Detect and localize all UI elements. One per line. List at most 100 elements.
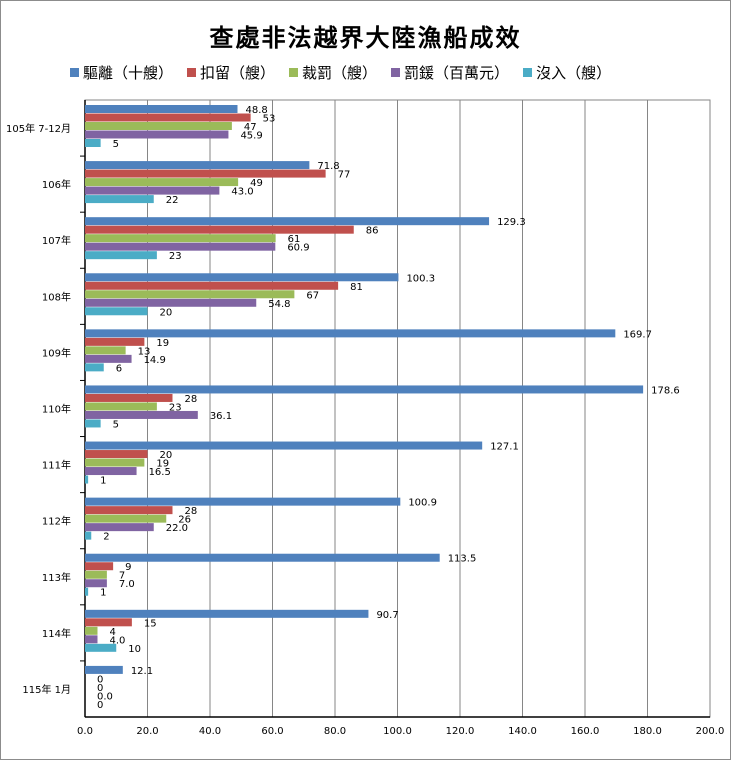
data-label: 0 (97, 683, 103, 694)
bar (85, 354, 132, 363)
data-label: 53 (263, 114, 276, 125)
data-label: 36.1 (210, 411, 232, 422)
data-label: 20 (160, 307, 173, 318)
x-tick-label: 80.0 (324, 726, 346, 737)
data-label: 2 (103, 532, 109, 543)
data-label: 47 (244, 122, 257, 133)
bar (85, 161, 310, 170)
bar (85, 441, 483, 450)
bar (85, 105, 238, 113)
bar (85, 178, 239, 187)
bar (85, 531, 92, 540)
data-label: 9 (125, 562, 131, 573)
data-label: 48.8 (246, 105, 268, 116)
bar (85, 363, 104, 372)
legend-item: 驅離（十艘） (70, 62, 173, 83)
legend-swatch (523, 68, 533, 77)
bar (85, 514, 167, 523)
category-label: 115年 1月 (22, 683, 71, 696)
bar (85, 467, 137, 476)
bar (85, 290, 295, 299)
data-label: 86 (366, 226, 379, 237)
chart-title: 查處非法越界大陸漁船成效 (209, 23, 522, 52)
bar (85, 579, 107, 588)
category-label: 112年 (42, 515, 71, 528)
bar (85, 122, 232, 130)
bar (85, 242, 276, 251)
legend-item: 沒入（艘） (523, 62, 611, 83)
data-label: 23 (169, 402, 182, 413)
legend-swatch (70, 68, 79, 77)
category-label: 108年 (42, 290, 71, 303)
data-label: 14.9 (144, 355, 166, 366)
bar (85, 626, 98, 635)
data-label: 100.9 (408, 498, 437, 509)
data-label: 23 (169, 251, 182, 262)
data-label: 5 (113, 419, 119, 430)
x-tick-label: 40.0 (199, 726, 221, 737)
data-label: 61 (288, 234, 301, 245)
data-label: 0 (97, 674, 103, 685)
data-label: 26 (178, 515, 191, 526)
bar (85, 609, 369, 618)
legend-swatch (187, 68, 197, 77)
bar (85, 410, 198, 419)
data-label: 71.8 (317, 161, 339, 172)
bar (85, 506, 173, 515)
data-label: 1 (100, 476, 106, 487)
category-label: 113年 (42, 571, 71, 584)
bar (85, 251, 157, 260)
category-label: 110年 (42, 403, 71, 416)
bar (85, 281, 339, 290)
legend-item: 扣留（艘） (187, 62, 275, 83)
data-label: 16.5 (149, 467, 171, 478)
bar (85, 298, 257, 307)
legend-swatch (391, 68, 401, 77)
data-label: 20 (160, 450, 173, 461)
legend-swatch (289, 68, 299, 77)
bar (85, 346, 126, 355)
bar (85, 553, 440, 562)
legend: 驅離（十艘） 扣留（艘） 裁罰（艘） 罰鍰（百萬元） 沒入（艘） (70, 62, 611, 83)
x-tick-label: 200.0 (696, 726, 725, 737)
data-label: 0 (97, 700, 103, 711)
bar (85, 195, 154, 204)
data-label: 28 (185, 506, 198, 517)
data-label: 15 (144, 618, 157, 629)
data-label: 10 (128, 644, 141, 655)
bar (85, 393, 173, 402)
data-label: 7 (119, 571, 125, 582)
data-label: 81 (350, 282, 363, 293)
bar (85, 665, 123, 674)
data-label: 5 (113, 139, 119, 150)
bar (85, 169, 326, 178)
bar (85, 139, 101, 147)
bar (85, 217, 490, 226)
category-label: 107年 (42, 234, 71, 247)
bar (85, 618, 132, 627)
category-label: 111年 (42, 459, 71, 472)
data-label: 7.0 (119, 579, 135, 590)
data-label: 100.3 (406, 273, 435, 284)
data-label: 4.0 (110, 635, 126, 646)
data-label: 60.9 (287, 243, 309, 254)
data-label: 22 (166, 195, 179, 206)
bar (85, 130, 229, 139)
x-tick-label: 0.0 (77, 726, 93, 737)
data-label: 113.5 (448, 554, 477, 565)
bar (85, 113, 251, 122)
bar (85, 570, 107, 579)
data-label: 178.6 (651, 385, 680, 396)
data-label: 43.0 (231, 187, 253, 198)
bar (85, 458, 145, 467)
data-label: 49 (250, 178, 263, 189)
data-label: 169.7 (623, 329, 652, 340)
data-label: 12.1 (131, 666, 153, 677)
x-tick-label: 100.0 (383, 726, 412, 737)
category-label: 114年 (42, 627, 71, 640)
data-label: 6 (116, 363, 122, 374)
bar (85, 450, 148, 459)
data-label: 54.8 (268, 299, 290, 310)
bar (85, 337, 145, 346)
